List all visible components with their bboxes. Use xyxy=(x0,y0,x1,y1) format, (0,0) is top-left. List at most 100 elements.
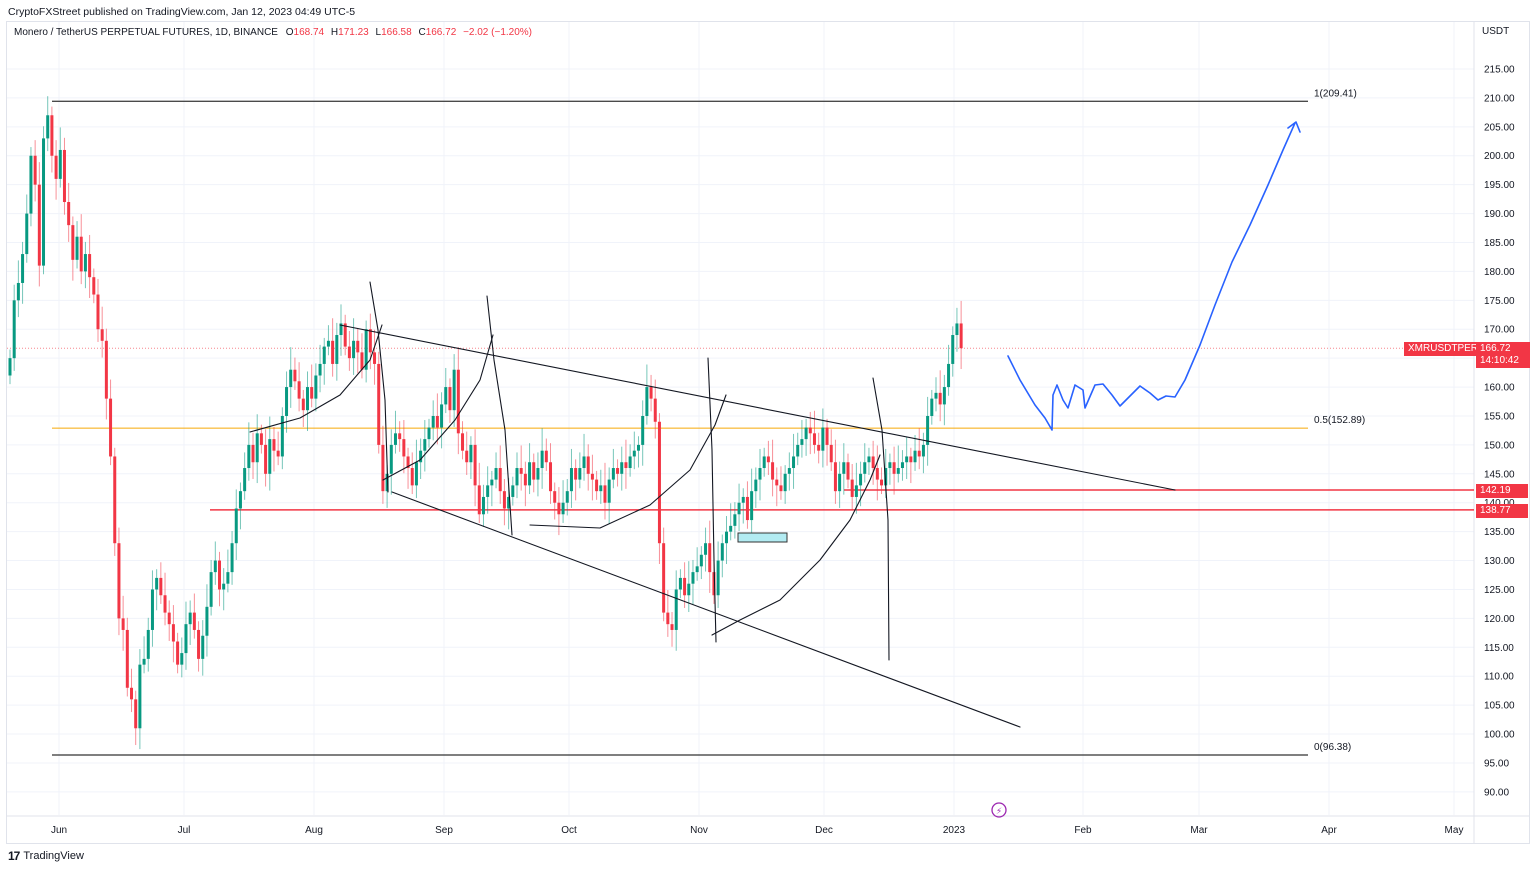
x-axis-label: Feb xyxy=(1074,825,1092,836)
candle-body xyxy=(109,398,113,457)
candle-body xyxy=(176,641,180,665)
candle-body xyxy=(218,560,221,590)
candle-body xyxy=(750,491,754,521)
candle-body xyxy=(435,415,439,428)
candle-body xyxy=(67,202,71,226)
candle-body xyxy=(83,254,87,272)
candle-body xyxy=(234,508,238,544)
candle-body xyxy=(347,346,351,359)
candle-body xyxy=(900,462,904,469)
candle-body xyxy=(779,485,783,492)
candle-body xyxy=(951,335,955,364)
candle-body xyxy=(465,450,469,463)
candle-body xyxy=(150,589,154,630)
supply-zone-box xyxy=(737,532,788,543)
candle-body xyxy=(687,583,691,596)
y-axis-label: 215.00 xyxy=(1484,65,1515,76)
candle-body xyxy=(440,404,444,428)
y-axis-label: 110.00 xyxy=(1484,672,1514,683)
candle-body xyxy=(871,456,875,469)
candle-body xyxy=(310,387,314,399)
candle-body xyxy=(536,468,540,480)
candle-body xyxy=(754,479,758,492)
projection-arrowhead xyxy=(1287,121,1301,133)
candle-body xyxy=(138,664,142,729)
y-axis-label: 150.00 xyxy=(1484,440,1515,451)
y-axis-label: 100.00 xyxy=(1484,730,1515,741)
candle-body xyxy=(741,496,745,503)
candle-body xyxy=(821,427,825,451)
symbol-price-tag: XMRUSDTPERP xyxy=(1404,342,1489,356)
candle-body xyxy=(704,543,708,555)
y-axis-label: 200.00 xyxy=(1484,151,1515,162)
candle-body xyxy=(683,577,687,596)
candle-body xyxy=(657,421,661,544)
candle-body xyxy=(854,485,858,497)
fib-label: 0.5(152.89) xyxy=(1314,415,1365,426)
candle-body xyxy=(880,479,884,486)
candle-body xyxy=(796,444,800,457)
candle-body xyxy=(171,624,175,642)
candle-body xyxy=(205,606,209,636)
candle-body xyxy=(100,329,104,341)
candle-body xyxy=(331,340,335,364)
candle-body xyxy=(297,381,301,399)
candle-body xyxy=(92,277,96,295)
candle-body xyxy=(712,572,716,596)
candle-body xyxy=(159,577,163,596)
candle-body xyxy=(16,282,20,301)
candle-body xyxy=(213,560,217,573)
candle-body xyxy=(423,439,427,451)
candle-body xyxy=(481,496,485,515)
high-label: H xyxy=(330,27,339,38)
candle-body xyxy=(96,294,100,330)
y-axis-label: 170.00 xyxy=(1484,325,1515,336)
candle-body xyxy=(125,629,129,688)
y-axis-label: 180.00 xyxy=(1484,267,1515,278)
low-label: L xyxy=(375,27,382,38)
candle-body xyxy=(167,612,171,625)
candle-body xyxy=(12,300,16,359)
x-axis-label: Sep xyxy=(435,825,453,836)
candle-body xyxy=(243,468,247,492)
change-value: −2.02 (−1.20%) xyxy=(463,27,532,38)
candle-body xyxy=(674,589,678,630)
candle-body xyxy=(385,473,389,492)
y-axis-label: 105.00 xyxy=(1484,701,1515,712)
candle-body xyxy=(670,624,674,630)
arc-arrow-drawing xyxy=(369,281,389,493)
candle-body xyxy=(494,468,498,480)
candle-body xyxy=(909,456,913,463)
candle-body xyxy=(301,398,305,411)
candle-body xyxy=(398,433,402,440)
y-axis-label: 90.00 xyxy=(1484,787,1509,798)
currency-label: USDT xyxy=(1482,26,1510,37)
candle-body xyxy=(829,444,833,463)
candle-body xyxy=(356,340,360,353)
candle-body xyxy=(259,433,263,445)
candle-body xyxy=(708,543,712,573)
candle-body xyxy=(461,433,465,451)
candle-body xyxy=(792,456,796,469)
candle-body xyxy=(942,387,946,405)
last-price-value: 166.72 xyxy=(1480,343,1511,354)
candle-body xyxy=(473,444,477,486)
level-tag-138: 138.77 xyxy=(1476,504,1528,518)
footer-brand[interactable]: TradingView xyxy=(23,850,84,862)
candle-body xyxy=(603,485,607,503)
candle-body xyxy=(800,439,804,445)
y-axis-label: 115.00 xyxy=(1484,643,1514,654)
candle-body xyxy=(414,462,418,486)
candle-body xyxy=(892,462,896,474)
candle-body xyxy=(318,363,322,376)
candle-body xyxy=(699,554,703,567)
candle-body xyxy=(25,213,29,255)
chart-frame xyxy=(6,21,1530,844)
candle-body xyxy=(163,595,167,613)
tradingview-logo-icon[interactable]: 17 xyxy=(8,849,20,863)
candle-body xyxy=(863,462,867,474)
symbol-title[interactable]: Monero / TetherUS PERPETUAL FUTURES, 1D,… xyxy=(14,27,278,38)
candle-body xyxy=(335,335,339,364)
candle-body xyxy=(565,491,569,503)
